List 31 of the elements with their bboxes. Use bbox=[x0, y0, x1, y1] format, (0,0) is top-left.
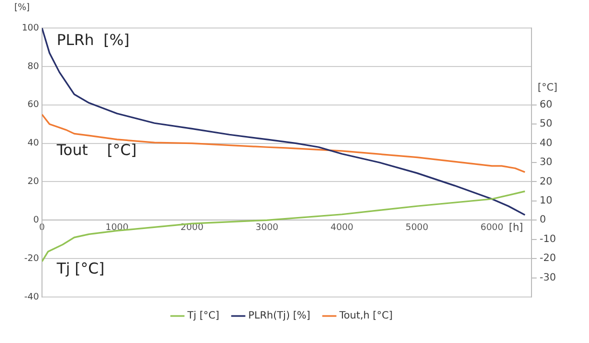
x-tick-label: 3000 bbox=[256, 222, 279, 233]
y2-tick-label: 0 bbox=[540, 214, 546, 226]
y-axis-title: [%] bbox=[14, 2, 30, 13]
legend-label: Tout,h [°C] bbox=[338, 310, 393, 322]
legend-label: Tj [°C] bbox=[186, 310, 220, 322]
annotation: Tj [°C] bbox=[56, 259, 104, 278]
y2-tick-label: -20 bbox=[540, 253, 556, 264]
y2-tick-label: 60 bbox=[540, 99, 552, 110]
y2-tick-label: 10 bbox=[540, 196, 552, 207]
y-tick-label: 0 bbox=[33, 215, 40, 226]
x-tick-label: 4000 bbox=[330, 222, 354, 233]
legend-label: PLRh(Tj) [%] bbox=[248, 310, 310, 322]
y-tick-label: 80 bbox=[28, 62, 40, 72]
y-tick-label: -20 bbox=[24, 254, 40, 264]
y-tick-label: 20 bbox=[28, 177, 40, 188]
y2-tick-label: -10 bbox=[540, 234, 556, 245]
y-tick-label: 40 bbox=[28, 138, 40, 149]
annotation: PLRh [%] bbox=[56, 30, 130, 49]
x-axis-title: [h] bbox=[508, 222, 524, 234]
y2-tick-label: 20 bbox=[540, 176, 552, 188]
y-tick-label: -40 bbox=[24, 292, 40, 302]
y-tick-label: 60 bbox=[28, 100, 40, 110]
y-tick-label: 100 bbox=[22, 23, 40, 34]
y2-tick-label: 30 bbox=[540, 157, 552, 168]
y2-tick-label: 40 bbox=[540, 138, 552, 149]
x-tick-label: 6000 bbox=[480, 222, 504, 233]
x-tick-label: 5000 bbox=[405, 222, 429, 233]
annotation: Tout [°C] bbox=[56, 141, 137, 160]
y2-tick-label: -30 bbox=[540, 272, 556, 284]
y2-axis-title: [°C] bbox=[538, 82, 558, 94]
y2-tick-label: 50 bbox=[540, 118, 552, 130]
